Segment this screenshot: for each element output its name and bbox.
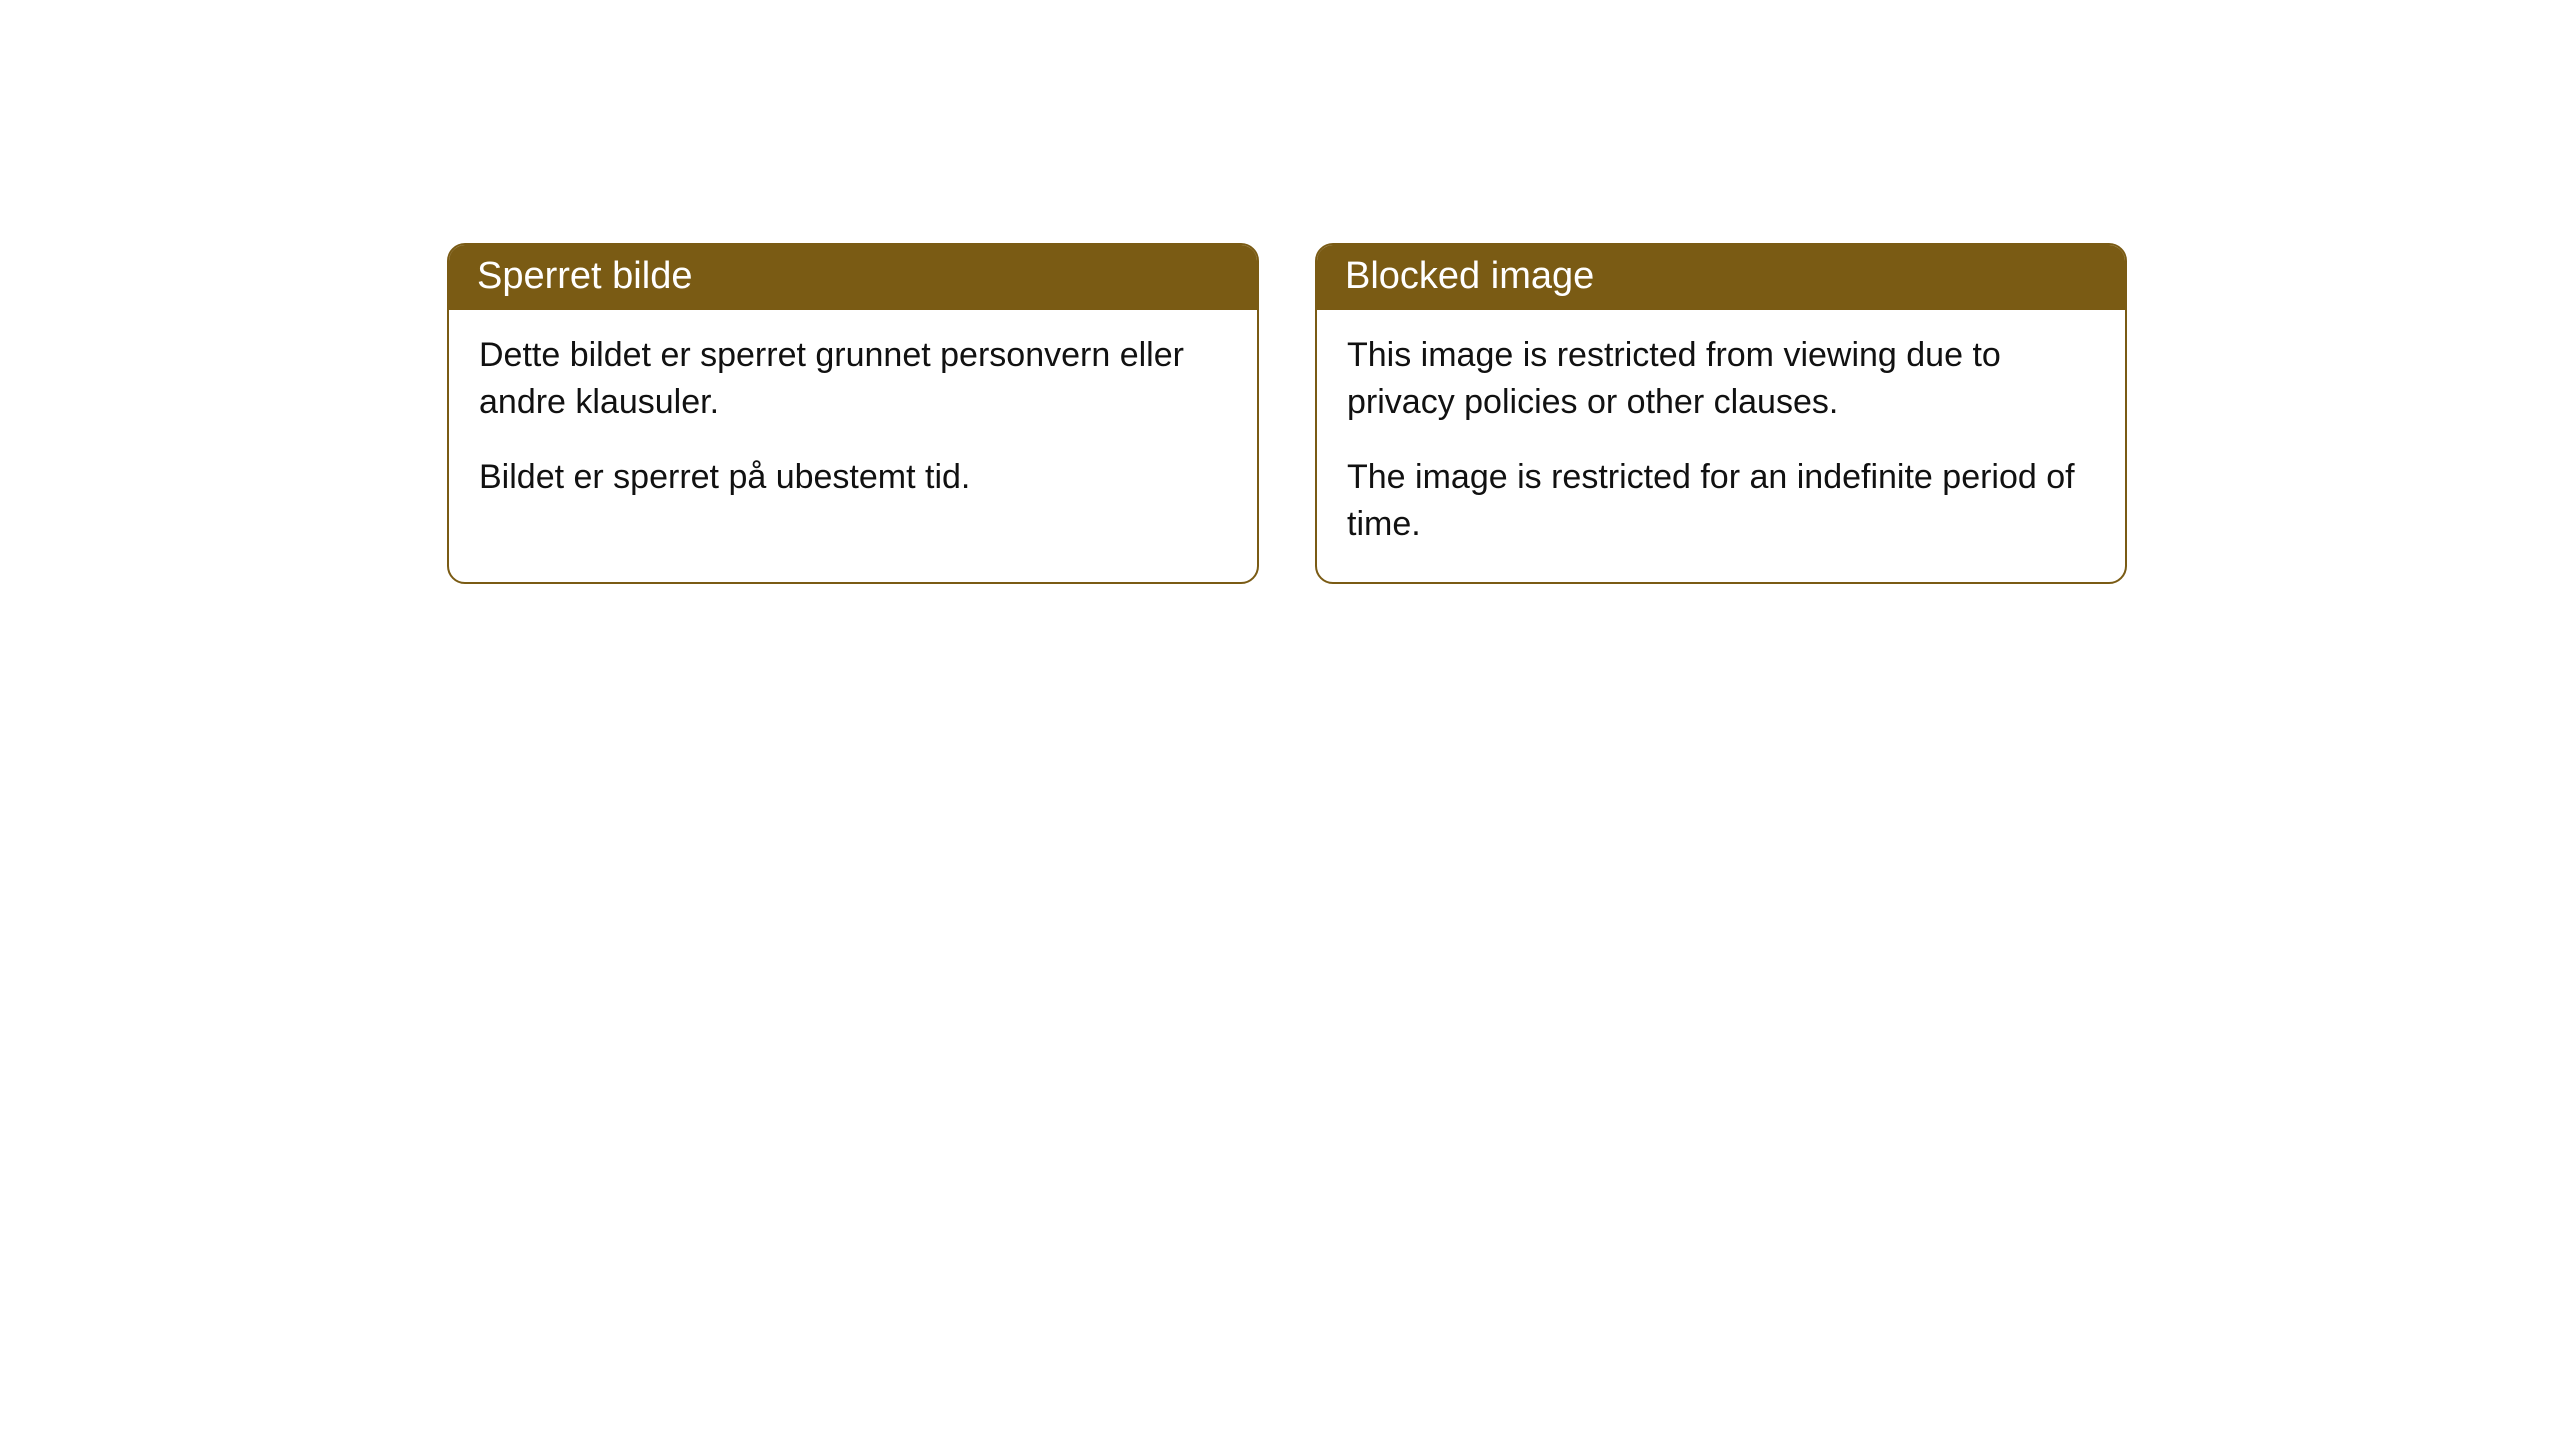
card-paragraph-en-2: The image is restricted for an indefinit… <box>1347 454 2095 548</box>
blocked-image-card-en: Blocked image This image is restricted f… <box>1315 243 2127 584</box>
card-paragraph-en-1: This image is restricted from viewing du… <box>1347 332 2095 426</box>
blocked-image-card-no: Sperret bilde Dette bildet er sperret gr… <box>447 243 1259 584</box>
card-body-en: This image is restricted from viewing du… <box>1317 310 2125 582</box>
notice-cards-container: Sperret bilde Dette bildet er sperret gr… <box>0 0 2560 584</box>
card-title-no: Sperret bilde <box>449 245 1257 310</box>
card-title-en: Blocked image <box>1317 245 2125 310</box>
card-paragraph-no-1: Dette bildet er sperret grunnet personve… <box>479 332 1227 426</box>
card-paragraph-no-2: Bildet er sperret på ubestemt tid. <box>479 454 1227 501</box>
card-body-no: Dette bildet er sperret grunnet personve… <box>449 310 1257 535</box>
